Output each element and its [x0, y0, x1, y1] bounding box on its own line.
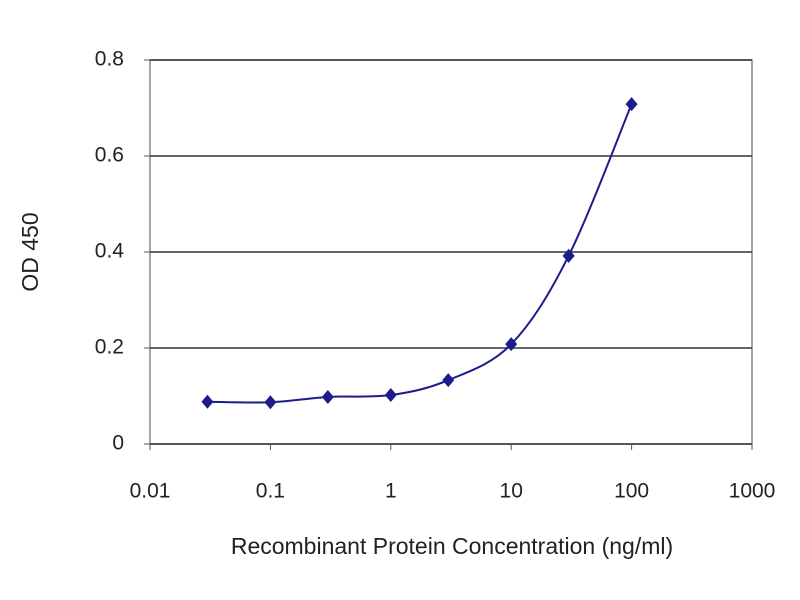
marker [201, 394, 214, 409]
x-tick-label: 10 [500, 480, 523, 503]
y-tick-label: 0 [112, 432, 124, 455]
marker [442, 373, 455, 388]
y-tick-label: 0.8 [95, 48, 124, 71]
y-tick-label: 0.4 [95, 240, 125, 263]
marker [264, 395, 277, 410]
marker [505, 337, 518, 352]
x-tick-label: 100 [614, 480, 649, 503]
y-tick-label: 0.2 [95, 336, 124, 359]
x-axis-label: Recombinant Protein Concentration (ng/ml… [231, 533, 673, 559]
y-tick-label: 0.6 [95, 144, 124, 167]
marker [384, 388, 397, 403]
y-axis-label: OD 450 [17, 212, 43, 291]
x-tick-label: 0.1 [256, 480, 285, 503]
marker [625, 97, 638, 112]
x-tick-label: 1 [385, 480, 397, 503]
marker [321, 389, 334, 404]
x-tick-label: 0.01 [130, 480, 171, 503]
marker [562, 248, 575, 263]
x-tick-label: 1000 [729, 480, 776, 503]
